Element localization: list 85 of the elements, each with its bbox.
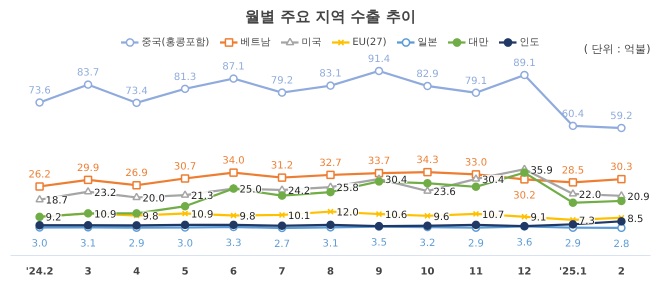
data-label: 21.3 xyxy=(191,191,214,202)
x-tick-label: 5 xyxy=(182,266,189,278)
chart-title: 월별 주요 지역 수출 추이 xyxy=(245,8,416,26)
x-tick-label: 12 xyxy=(517,266,532,278)
x-tick-label: 4 xyxy=(133,266,140,278)
data-label: 2.9 xyxy=(468,238,484,250)
data-label: 30.3 xyxy=(610,162,633,174)
data-label: 35.9 xyxy=(530,165,553,176)
data-label: 24.2 xyxy=(288,186,310,197)
x-tick-label: 10 xyxy=(420,266,434,278)
legend-label: 미국 xyxy=(301,36,322,49)
data-label: 3.0 xyxy=(32,238,48,250)
data-label: 23.6 xyxy=(433,187,456,198)
data-label: 3.0 xyxy=(177,238,193,250)
x-tick-label: 9 xyxy=(376,266,383,278)
legend-label: 대만 xyxy=(468,36,488,49)
data-label: 3.2 xyxy=(420,238,436,250)
data-label: 89.1 xyxy=(513,58,536,70)
data-label: 9.1 xyxy=(530,212,546,224)
data-label: 2.8 xyxy=(613,238,630,250)
x-tick-label: 3 xyxy=(84,266,92,278)
data-label: 25.0 xyxy=(240,184,262,196)
data-label: 83.1 xyxy=(319,68,342,80)
legend-label: 중국(홍콩포함) xyxy=(142,36,210,49)
data-label: 8.5 xyxy=(627,214,644,225)
data-label: 3.1 xyxy=(322,238,338,250)
data-label: 18.7 xyxy=(46,196,68,207)
data-label: 2.9 xyxy=(564,238,581,250)
data-label: 29.9 xyxy=(76,162,100,174)
data-label: 10.7 xyxy=(482,210,504,221)
data-label: 20.0 xyxy=(142,193,165,204)
x-tick-label: 8 xyxy=(327,266,334,278)
data-label: 25.8 xyxy=(336,183,359,194)
data-label: 22.0 xyxy=(578,190,602,201)
data-label: 3.5 xyxy=(371,238,387,249)
legend-label: 베트남 xyxy=(240,36,270,49)
data-label: 10.9 xyxy=(191,210,214,221)
data-label: 26.9 xyxy=(125,168,148,180)
data-label: 30.2 xyxy=(513,190,536,202)
legend-label: 인도 xyxy=(519,36,540,49)
data-label: 73.4 xyxy=(125,86,148,97)
x-tick-label: 2 xyxy=(618,266,625,278)
data-label: 31.2 xyxy=(270,160,294,172)
data-label: 26.2 xyxy=(28,169,51,180)
data-label: 3.3 xyxy=(226,238,242,249)
data-label: 12.0 xyxy=(336,208,359,219)
x-tick-label: '24.2 xyxy=(26,266,54,278)
data-label: 9.6 xyxy=(433,212,450,223)
data-label: 10.1 xyxy=(288,210,310,222)
data-label: 9.2 xyxy=(46,212,62,224)
data-label: 33.0 xyxy=(464,157,488,168)
data-label: 32.7 xyxy=(319,158,342,169)
data-label: 3.1 xyxy=(80,238,96,250)
x-tick-label: 11 xyxy=(468,266,483,278)
data-label: 79.1 xyxy=(464,76,488,87)
data-label: 28.5 xyxy=(562,165,584,176)
data-label: 34.3 xyxy=(416,155,439,166)
data-label: 2.7 xyxy=(274,239,290,250)
data-label: 9.8 xyxy=(240,211,256,222)
data-label: 91.4 xyxy=(368,54,390,65)
data-label: 30.4 xyxy=(482,175,504,186)
x-tick-label: 7 xyxy=(278,266,286,278)
data-label: 87.1 xyxy=(222,62,245,73)
legend-label: EU(27) xyxy=(352,36,386,48)
legend-label: 일본 xyxy=(417,36,438,49)
data-label: 10.6 xyxy=(384,210,408,222)
data-label: 81.3 xyxy=(174,72,196,83)
data-label: 34.0 xyxy=(222,156,245,167)
data-label: 20.9 xyxy=(627,192,650,203)
data-label: 33.7 xyxy=(368,156,390,168)
data-label: 30.4 xyxy=(384,175,408,186)
x-tick-label: '25.1 xyxy=(559,266,587,278)
text: ( 단위 : 억불) xyxy=(584,42,650,56)
data-label: 73.6 xyxy=(28,85,51,96)
data-label: 10.9 xyxy=(94,210,116,221)
data-label: 23.2 xyxy=(94,188,116,199)
data-label: 9.8 xyxy=(142,211,158,222)
data-label: 30.7 xyxy=(174,161,196,172)
data-label: 3.6 xyxy=(516,237,532,248)
data-label: 83.7 xyxy=(76,68,100,79)
data-label: 79.2 xyxy=(270,76,294,87)
data-label: 59.2 xyxy=(610,110,633,122)
x-tick-label: 6 xyxy=(230,266,238,278)
data-label: 2.9 xyxy=(128,238,145,250)
data-label: 82.9 xyxy=(416,69,439,80)
